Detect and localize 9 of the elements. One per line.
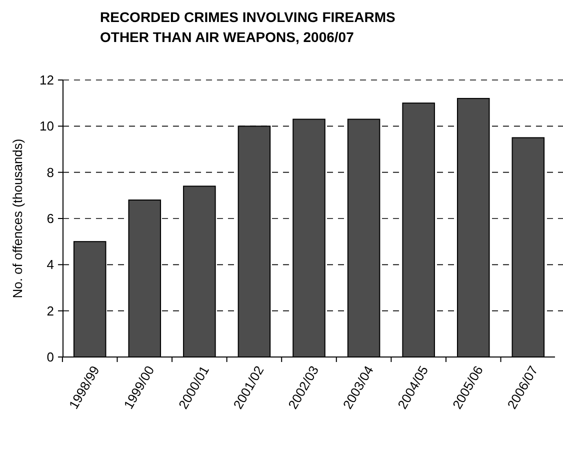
chart-title: RECORDED CRIMES INVOLVING FIREARMS OTHER THAN AIR WEAPONS, 2006/07 <box>100 9 396 45</box>
y-tick-label: 8 <box>46 164 54 180</box>
y-tick-label: 12 <box>40 72 54 88</box>
y-tick-label: 10 <box>40 118 54 134</box>
y-tick-label: 4 <box>46 257 54 272</box>
y-tick-label: 0 <box>46 350 54 365</box>
y-tick-label: 6 <box>46 211 54 226</box>
y-tick-label: 2 <box>46 303 54 318</box>
y-axis-title: No. of offences (thousands) <box>10 138 25 298</box>
